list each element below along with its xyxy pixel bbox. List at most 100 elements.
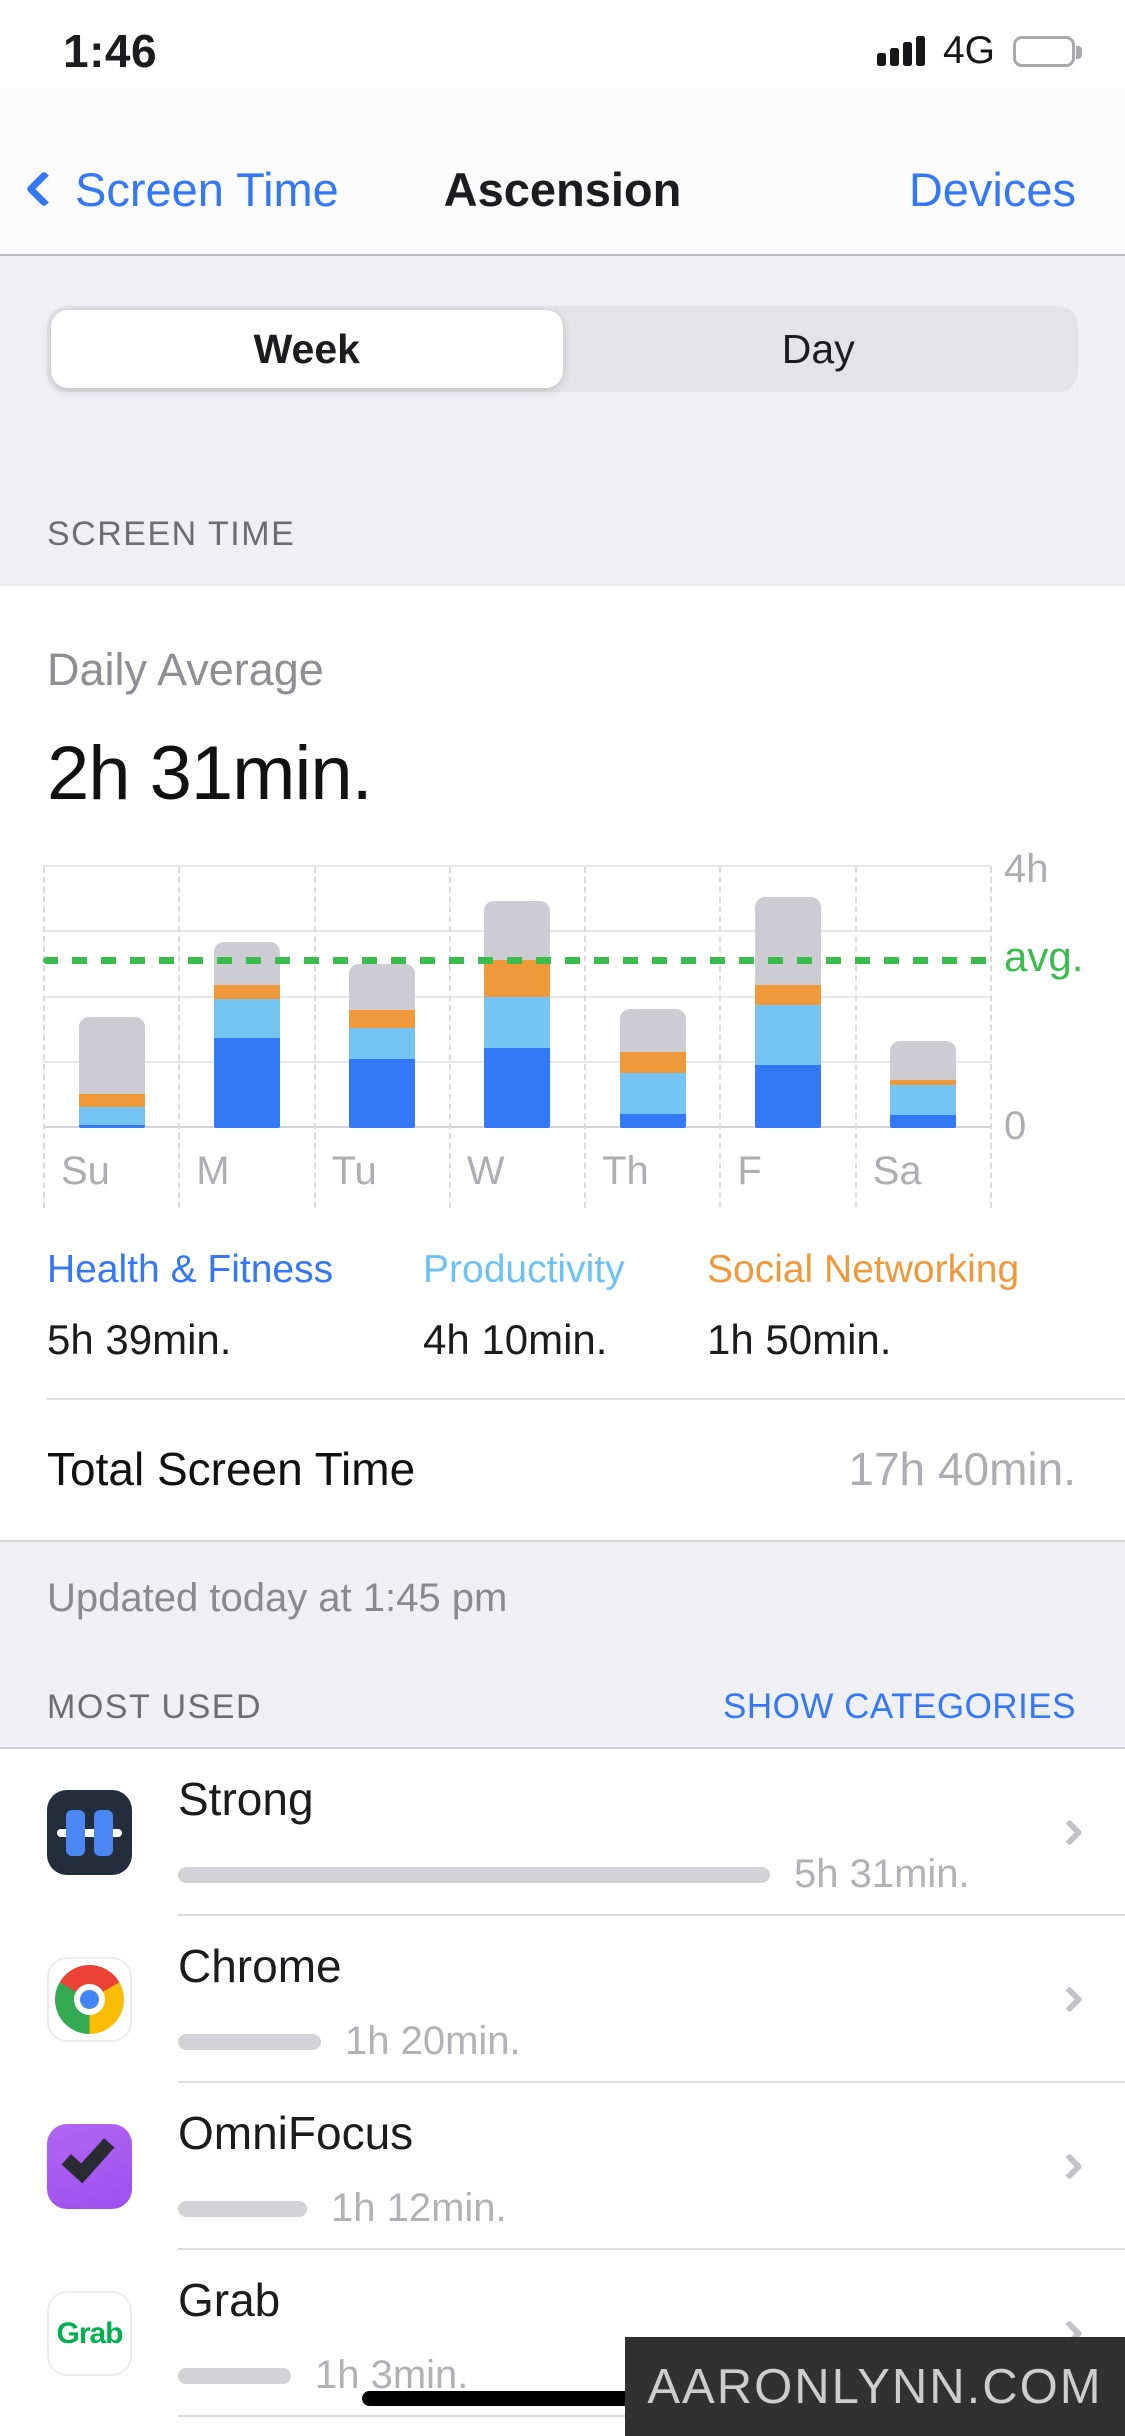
bar-segment-productivity xyxy=(890,1085,957,1115)
legend-item: Health & Fitness 5h 39min. xyxy=(47,1248,423,1364)
chart-column-tu[interactable]: Tu xyxy=(313,867,449,1208)
bar-segment-social-networking xyxy=(349,1010,416,1028)
day-label: F xyxy=(737,1149,762,1193)
back-button[interactable]: Screen Time xyxy=(25,162,339,217)
chart-bar xyxy=(890,1041,957,1128)
bar-segment-health-fitness xyxy=(78,1125,145,1128)
legend-category-value: 1h 50min. xyxy=(707,1316,892,1363)
chart-column-sa[interactable]: Sa xyxy=(854,867,992,1208)
battery-icon xyxy=(1013,35,1082,67)
legend-item: Productivity 4h 10min. xyxy=(423,1248,707,1364)
bar-segment-health-fitness xyxy=(484,1048,551,1128)
screen-time-chart: Su M Tu W Th F Sa 4h avg. 0 xyxy=(0,847,1125,1208)
app-usage-bar xyxy=(178,2367,291,2384)
y-axis-avg-label: avg. xyxy=(1004,933,1084,980)
legend-category-label: Health & Fitness xyxy=(47,1248,334,1291)
screen-time-summary: Daily Average 2h 31min. Su M Tu W Th F Sa 4h a… xyxy=(0,586,1125,1496)
bar-segment-productivity xyxy=(213,999,280,1038)
app-duration: 1h 20min. xyxy=(345,2019,521,2063)
bar-segment-other xyxy=(349,964,416,1010)
chart-column-m[interactable]: M xyxy=(178,867,313,1208)
daily-average-value: 2h 31min. xyxy=(47,731,373,816)
total-screen-time-value: 17h 40min. xyxy=(848,1443,1076,1495)
app-duration: 1h 12min. xyxy=(331,2186,507,2230)
legend-item: Social Networking 1h 50min. xyxy=(707,1248,1125,1364)
bar-segment-health-fitness xyxy=(755,1065,822,1128)
average-line xyxy=(43,957,992,964)
day-label: Th xyxy=(602,1149,649,1193)
chart-bar xyxy=(349,964,416,1128)
most-used-header-section: Updated today at 1:45 pm MOST USED SHOW … xyxy=(0,1540,1125,1749)
chevron-right-icon xyxy=(1056,1819,1083,1846)
app-usage-bar xyxy=(178,2200,307,2217)
day-label: W xyxy=(466,1149,505,1193)
devices-button[interactable]: Devices xyxy=(908,162,1076,216)
bar-segment-social-networking xyxy=(484,960,551,997)
bar-segment-health-fitness xyxy=(619,1114,686,1128)
app-row-omnifocus[interactable]: OmniFocus 1h 12min. xyxy=(0,2083,1125,2250)
app-name: Grab xyxy=(178,2274,281,2326)
bar-segment-social-networking xyxy=(78,1094,145,1107)
chart-column-w[interactable]: W xyxy=(448,867,584,1208)
chart-legend: Health & Fitness 5h 39min. Productivity 4h … xyxy=(0,1248,1125,1364)
legend-category-label: Social Networking xyxy=(707,1248,1020,1291)
network-type-label: 4G xyxy=(942,29,995,72)
status-bar: 1:46 4G xyxy=(0,0,1125,88)
app-row-strong[interactable]: Strong 5h 31min. xyxy=(0,1749,1125,1916)
y-axis-min-label: 0 xyxy=(1004,1104,1027,1148)
app-usage-bar xyxy=(178,2033,321,2050)
chart-column-su[interactable]: Su xyxy=(43,867,178,1208)
bar-segment-other xyxy=(619,1009,686,1052)
day-label: Su xyxy=(61,1149,110,1193)
most-used-header: MOST USED xyxy=(47,1688,263,1726)
bar-segment-health-fitness xyxy=(213,1038,280,1128)
chart-bar xyxy=(755,897,822,1128)
bar-segment-other xyxy=(78,1017,145,1094)
app-name: OmniFocus xyxy=(178,2107,414,2159)
status-time: 1:46 xyxy=(63,25,158,77)
cellular-signal-icon xyxy=(876,36,925,66)
bar-segment-social-networking xyxy=(755,985,822,1005)
chart-bar xyxy=(619,1009,686,1128)
bar-segment-productivity xyxy=(619,1073,686,1114)
chart-y-axis: 4h avg. 0 xyxy=(992,847,1125,1208)
app-usage-bar xyxy=(178,1866,770,1883)
watermark: AARONLYNN.COM xyxy=(625,2337,1125,2436)
segment-day[interactable]: Day xyxy=(781,325,855,372)
bar-segment-productivity xyxy=(755,1005,822,1065)
chart-controls-section: Week Day SCREEN TIME xyxy=(0,256,1125,586)
omnifocus-app-icon xyxy=(47,2124,132,2209)
divider xyxy=(47,1398,1125,1400)
app-row-chrome[interactable]: Chrome 1h 20min. xyxy=(0,1916,1125,2083)
bar-segment-other xyxy=(755,897,822,985)
most-used-app-list: Strong 5h 31min. Chrome 1h 20min. OmniFocus 1… xyxy=(0,1749,1125,2417)
week-day-segmented-control: Week Day xyxy=(47,306,1078,392)
bar-segment-health-fitness xyxy=(890,1115,957,1128)
chevron-right-icon xyxy=(1056,2153,1083,2180)
bar-segment-social-networking xyxy=(213,985,280,999)
show-categories-button[interactable]: SHOW CATEGORIES xyxy=(723,1687,1076,1726)
day-label: M xyxy=(196,1149,230,1193)
chart-column-f[interactable]: F xyxy=(719,867,854,1208)
back-label: Screen Time xyxy=(75,162,339,216)
app-duration: 5h 31min. xyxy=(794,1852,970,1896)
nav-bar: Screen Time Ascension Devices xyxy=(0,88,1125,256)
screen-time-section-header: SCREEN TIME xyxy=(47,515,296,553)
gridline-4h xyxy=(43,865,992,867)
updated-timestamp: Updated today at 1:45 pm xyxy=(47,1576,508,1620)
bar-segment-other xyxy=(484,901,551,960)
app-name: Chrome xyxy=(178,1940,342,1992)
status-icons: 4G xyxy=(876,29,1082,73)
legend-category-value: 4h 10min. xyxy=(423,1316,608,1363)
daily-average-label: Daily Average xyxy=(47,644,324,695)
bar-segment-productivity xyxy=(78,1107,145,1125)
chart-plot-area: Su M Tu W Th F Sa xyxy=(0,865,992,1208)
bar-segment-health-fitness xyxy=(349,1059,416,1128)
chart-column-th[interactable]: Th xyxy=(584,867,719,1208)
segment-week[interactable]: Week xyxy=(51,310,563,388)
total-screen-time-row: Total Screen Time 17h 40min. xyxy=(0,1400,1125,1496)
chevron-left-icon xyxy=(25,170,63,208)
day-label: Sa xyxy=(872,1149,922,1193)
chevron-right-icon xyxy=(1056,1986,1083,2013)
legend-category-label: Productivity xyxy=(423,1248,625,1291)
